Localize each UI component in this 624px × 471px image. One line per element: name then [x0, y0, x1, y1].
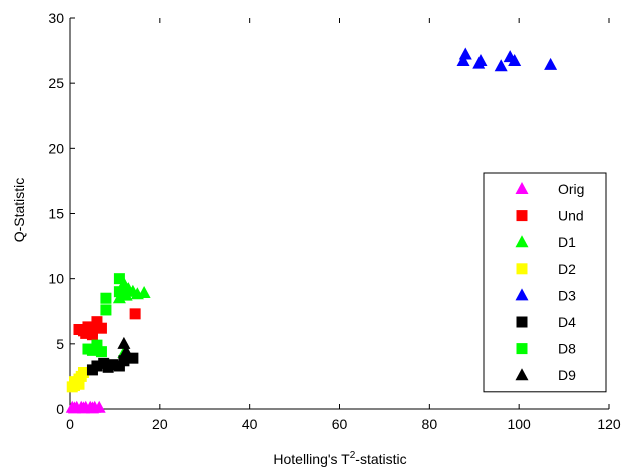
series-orig	[65, 400, 106, 414]
data-point	[91, 360, 103, 372]
data-point	[67, 401, 81, 414]
legend-label: D8	[558, 341, 576, 357]
x-tick-label: 120	[597, 416, 621, 432]
legend-label: D9	[558, 367, 576, 383]
data-point	[137, 286, 151, 299]
data-point	[118, 355, 130, 367]
data-point	[73, 378, 85, 390]
data-point	[494, 59, 508, 72]
axis-ticks	[69, 17, 610, 410]
data-point	[544, 57, 558, 70]
data-point	[86, 329, 98, 341]
legend-label: D2	[558, 261, 576, 277]
data-point	[95, 346, 107, 358]
x-tick-label: 100	[507, 416, 531, 432]
legend-label: Und	[558, 208, 584, 224]
series-und	[73, 308, 141, 341]
y-axis-label: Q-Statistic	[11, 178, 27, 243]
data-point	[117, 336, 131, 349]
x-axis-label: Hotelling's T2-statistic	[273, 450, 406, 467]
legend-label: D3	[558, 287, 576, 303]
legend-marker	[515, 368, 529, 381]
series-d2	[66, 367, 89, 393]
series-d9	[117, 336, 133, 357]
x-tick-label: 40	[242, 416, 258, 432]
data-point	[119, 344, 133, 357]
legend-marker	[515, 288, 529, 301]
series-d3	[456, 47, 558, 72]
legend-marker	[516, 210, 528, 222]
series-d4	[86, 352, 139, 376]
y-tick-label: 20	[48, 140, 64, 156]
x-tick-label: 80	[422, 416, 438, 432]
legend: Orig Und D1 D2 D3 D4 D8 D9	[483, 172, 607, 393]
data-point	[458, 47, 472, 60]
y-tick-label: 15	[48, 206, 64, 222]
data-point	[113, 286, 125, 298]
data-point	[127, 352, 139, 364]
legend-marker	[516, 316, 528, 328]
data-point	[456, 54, 470, 67]
y-tick-label: 30	[48, 10, 64, 26]
data-point	[80, 327, 92, 339]
legend-label: D1	[558, 234, 576, 250]
data-point	[91, 316, 103, 328]
data-point	[113, 273, 125, 285]
data-point	[95, 322, 107, 334]
y-tick-labels: 0 5 10 15 20 25 30	[48, 10, 64, 417]
data-point	[119, 288, 133, 301]
data-point	[107, 359, 119, 371]
data-point	[77, 367, 89, 379]
x-tick-label: 0	[66, 416, 74, 432]
y-tick-label: 25	[48, 75, 64, 91]
data-point	[91, 339, 103, 351]
legend-marker	[516, 343, 528, 355]
legend-marker	[516, 263, 528, 275]
data-points	[65, 47, 558, 414]
legend-marker	[515, 182, 529, 194]
legend-label: D4	[558, 314, 576, 330]
y-tick-label: 0	[56, 401, 64, 417]
y-tick-label: 10	[48, 271, 64, 287]
data-point	[508, 54, 522, 67]
x-tick-label: 20	[152, 416, 168, 432]
data-point	[474, 54, 488, 67]
data-point	[100, 304, 112, 316]
data-point	[100, 292, 112, 304]
data-point	[85, 401, 99, 414]
x-tick-labels: 0 20 40 60 80 100 120	[66, 416, 621, 432]
data-point	[129, 308, 141, 320]
legend-box	[483, 172, 607, 393]
x-tick-label: 60	[332, 416, 348, 432]
y-tick-label: 5	[56, 336, 64, 352]
legend-marker	[515, 235, 529, 248]
data-point	[76, 401, 90, 414]
series-d8	[82, 273, 125, 358]
legend-label: Orig	[558, 181, 584, 197]
